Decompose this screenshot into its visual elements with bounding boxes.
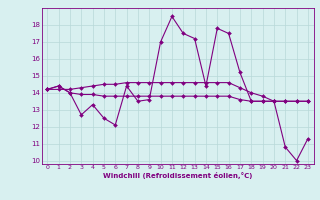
X-axis label: Windchill (Refroidissement éolien,°C): Windchill (Refroidissement éolien,°C) [103,172,252,179]
